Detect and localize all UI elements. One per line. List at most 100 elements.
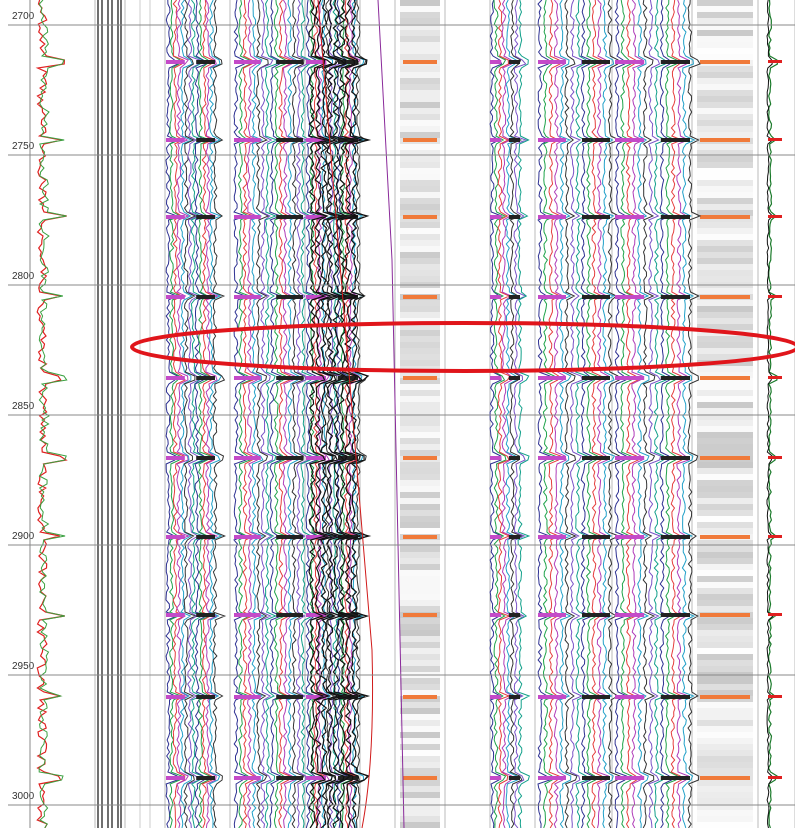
band-marker [276, 138, 303, 142]
band-marker [234, 138, 261, 142]
log-curve [314, 0, 334, 828]
image-strip [400, 414, 440, 420]
image-strip [400, 18, 440, 24]
image-strip [697, 168, 753, 174]
image-strip [400, 732, 440, 738]
log-curve [564, 0, 578, 828]
image-strip [400, 582, 440, 588]
band-marker [615, 456, 645, 460]
band-marker [338, 60, 358, 64]
image-strip [400, 408, 440, 414]
image-strip [697, 240, 753, 246]
image-strip [400, 288, 440, 294]
image-strip [697, 786, 753, 792]
image-strip [697, 498, 753, 504]
image-strip [697, 804, 753, 810]
band-marker [582, 138, 610, 142]
band-marker [582, 456, 610, 460]
image-strip [697, 234, 753, 240]
band-marker [196, 613, 215, 617]
image-strip [697, 756, 753, 762]
image-strip [697, 252, 753, 258]
image-band [403, 535, 437, 539]
log-curve [513, 0, 528, 828]
image-strip [400, 762, 440, 768]
band-marker [768, 376, 782, 379]
image-strip [697, 546, 753, 552]
image-strip [400, 0, 440, 6]
band-marker [490, 776, 502, 780]
image-strip [400, 384, 440, 390]
image-strip [697, 210, 753, 216]
log-curve [308, 0, 329, 828]
image-strip [400, 258, 440, 264]
image-strip [697, 150, 753, 156]
image-strip [697, 630, 753, 636]
image-strip [400, 330, 440, 336]
image-strip [400, 810, 440, 816]
image-strip [697, 468, 753, 474]
image-strip [697, 666, 753, 672]
image-band [700, 535, 750, 539]
band-marker [508, 776, 520, 780]
band-marker [615, 695, 645, 699]
log-curve [317, 0, 374, 828]
image-strip [697, 396, 753, 402]
band-marker [768, 613, 782, 616]
band-marker [660, 138, 690, 142]
band-marker [166, 695, 185, 699]
log-curve [187, 0, 201, 828]
band-marker [615, 613, 645, 617]
band-marker [490, 456, 502, 460]
image-strip [697, 366, 753, 372]
image-strip [697, 678, 753, 684]
image-band [403, 215, 437, 219]
image-strip [400, 372, 440, 378]
image-strip [697, 180, 753, 186]
log-curve [320, 0, 334, 828]
band-marker [490, 535, 502, 539]
band-marker [166, 60, 185, 64]
image-strip [697, 162, 753, 168]
image-strip [697, 726, 753, 732]
image-strip [400, 210, 440, 216]
image-strip [400, 90, 440, 96]
band-marker [660, 535, 690, 539]
image-strip [697, 558, 753, 564]
image-strip [400, 78, 440, 84]
image-strip [697, 54, 753, 60]
image-strip [400, 270, 440, 276]
band-marker [196, 138, 215, 142]
image-strip [400, 690, 440, 696]
band-marker [538, 60, 566, 64]
log-curve [212, 0, 227, 828]
band-marker [768, 535, 782, 538]
image-strip [697, 228, 753, 234]
image-strip [400, 234, 440, 240]
image-strip [697, 606, 753, 612]
image-strip [400, 168, 440, 174]
image-strip [400, 6, 440, 12]
image-strip [400, 648, 440, 654]
image-strip [400, 618, 440, 624]
image-strip [697, 414, 753, 420]
band-marker [166, 535, 185, 539]
image-strip [400, 276, 440, 282]
image-strip [400, 300, 440, 306]
image-strip [697, 324, 753, 330]
image-strip [400, 126, 440, 132]
image-strip [697, 204, 753, 210]
image-strip [697, 816, 753, 822]
band-marker [615, 60, 645, 64]
band-marker [490, 376, 502, 380]
band-marker [508, 295, 520, 299]
band-marker [768, 456, 782, 459]
image-strip [697, 270, 753, 276]
image-band [403, 456, 437, 460]
band-marker [196, 215, 215, 219]
image-band [403, 376, 437, 380]
image-strip [400, 108, 440, 114]
band-marker [276, 60, 303, 64]
image-strip [697, 432, 753, 438]
band-marker [166, 295, 185, 299]
